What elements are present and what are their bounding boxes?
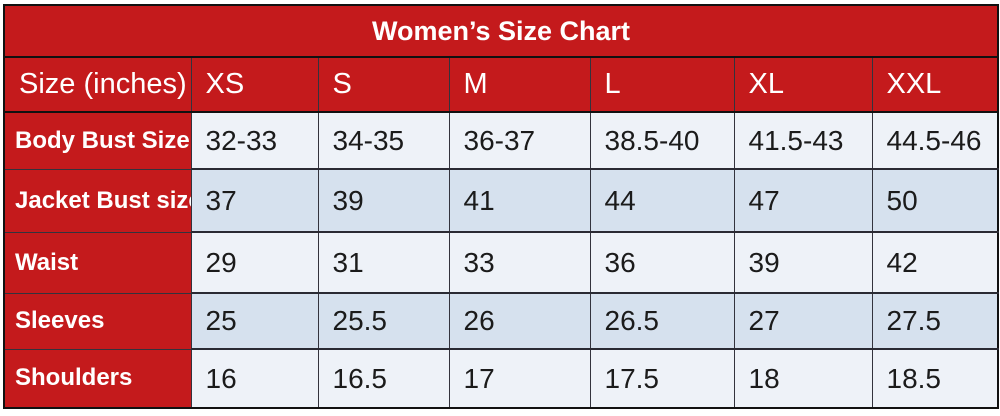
data-cell: 47 <box>733 168 873 233</box>
data-cell: 25.5 <box>317 292 450 350</box>
data-cell: 41 <box>448 168 591 233</box>
data-cell: 18.5 <box>871 348 999 409</box>
size-chart-container: Women’s Size Chart Size (inches) XS S M … <box>3 4 999 409</box>
table-title-row: Women’s Size Chart <box>3 4 999 58</box>
data-cell: 50 <box>871 168 999 233</box>
data-cell: 41.5-43 <box>733 111 873 170</box>
header-cell-m: M <box>448 56 591 113</box>
header-cell-xxl: XXL <box>871 56 999 113</box>
row-label-jacket-bust: Jacket Bust size <box>3 168 192 233</box>
data-cell: 27.5 <box>871 292 999 350</box>
table-header-row: Size (inches) XS S M L XL XXL <box>3 56 999 113</box>
data-cell: 36-37 <box>448 111 591 170</box>
data-cell: 44.5-46 <box>871 111 999 170</box>
data-cell: 17.5 <box>589 348 735 409</box>
womens-size-chart-table: Women’s Size Chart Size (inches) XS S M … <box>3 4 999 409</box>
data-cell: 31 <box>317 231 450 294</box>
row-label-waist: Waist <box>3 231 192 294</box>
header-cell-size-label: Size (inches) <box>3 56 192 113</box>
data-cell: 38.5-40 <box>589 111 735 170</box>
header-cell-l: L <box>589 56 735 113</box>
data-cell: 36 <box>589 231 735 294</box>
data-cell: 16.5 <box>317 348 450 409</box>
table-row-sleeves: Sleeves 25 25.5 26 26.5 27 27.5 <box>3 292 999 350</box>
row-label-body-bust: Body Bust Size <box>3 111 192 170</box>
data-cell: 32-33 <box>190 111 319 170</box>
header-cell-s: S <box>317 56 450 113</box>
data-cell: 18 <box>733 348 873 409</box>
table-row-body-bust: Body Bust Size 32-33 34-35 36-37 38.5-40… <box>3 111 999 170</box>
data-cell: 33 <box>448 231 591 294</box>
data-cell: 37 <box>190 168 319 233</box>
header-cell-xs: XS <box>190 56 319 113</box>
data-cell: 17 <box>448 348 591 409</box>
table-row-shoulders: Shoulders 16 16.5 17 17.5 18 18.5 <box>3 348 999 409</box>
header-cell-xl: XL <box>733 56 873 113</box>
data-cell: 34-35 <box>317 111 450 170</box>
table-title: Women’s Size Chart <box>3 4 999 58</box>
data-cell: 39 <box>733 231 873 294</box>
table-row-waist: Waist 29 31 33 36 39 42 <box>3 231 999 294</box>
data-cell: 29 <box>190 231 319 294</box>
data-cell: 26.5 <box>589 292 735 350</box>
data-cell: 39 <box>317 168 450 233</box>
row-label-sleeves: Sleeves <box>3 292 192 350</box>
data-cell: 16 <box>190 348 319 409</box>
data-cell: 25 <box>190 292 319 350</box>
row-label-shoulders: Shoulders <box>3 348 192 409</box>
data-cell: 26 <box>448 292 591 350</box>
table-row-jacket-bust: Jacket Bust size 37 39 41 44 47 50 <box>3 168 999 233</box>
data-cell: 44 <box>589 168 735 233</box>
data-cell: 42 <box>871 231 999 294</box>
data-cell: 27 <box>733 292 873 350</box>
